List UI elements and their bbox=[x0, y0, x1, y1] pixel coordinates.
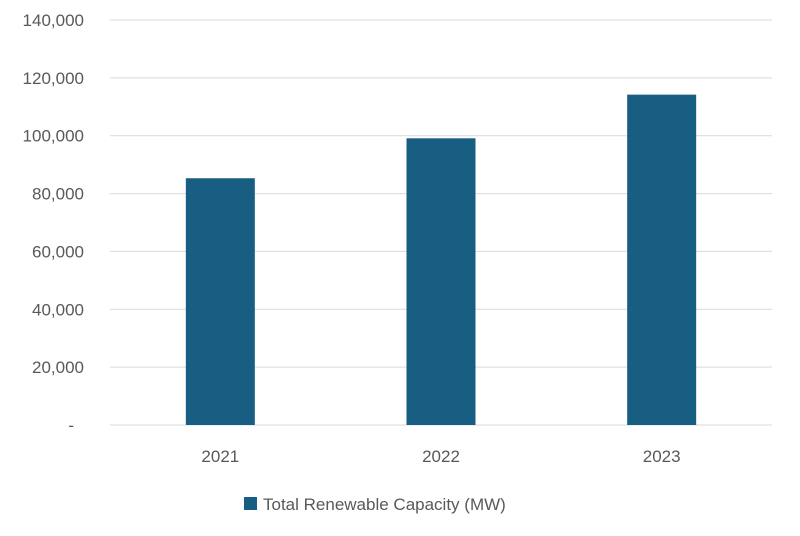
y-tick-label: 60,000 bbox=[32, 242, 84, 261]
y-tick-label: 80,000 bbox=[32, 185, 84, 204]
y-tick-label: 40,000 bbox=[32, 300, 84, 319]
y-tick-label: 100,000 bbox=[23, 127, 84, 146]
x-tick-label: 2023 bbox=[643, 447, 681, 466]
x-tick-label: 2021 bbox=[201, 447, 239, 466]
legend-label: Total Renewable Capacity (MW) bbox=[263, 495, 506, 514]
x-tick-label: 2022 bbox=[422, 447, 460, 466]
x-axis-tick-labels: 2021 2022 2023 bbox=[201, 447, 680, 466]
bar-2022 bbox=[406, 138, 476, 425]
legend: Total Renewable Capacity (MW) bbox=[244, 495, 506, 514]
y-tick-label: 20,000 bbox=[32, 358, 84, 377]
legend-swatch bbox=[244, 497, 257, 510]
y-axis-tick-labels: - 20,000 40,000 60,000 80,000 100,000 120,000 1… bbox=[23, 11, 84, 435]
y-tick-label: 120,000 bbox=[23, 69, 84, 88]
y-tick-label: - bbox=[68, 416, 74, 435]
bars bbox=[185, 94, 697, 425]
y-tick-label: 140,000 bbox=[23, 11, 84, 30]
bar-2023 bbox=[627, 94, 697, 425]
bar-2021 bbox=[185, 178, 255, 425]
